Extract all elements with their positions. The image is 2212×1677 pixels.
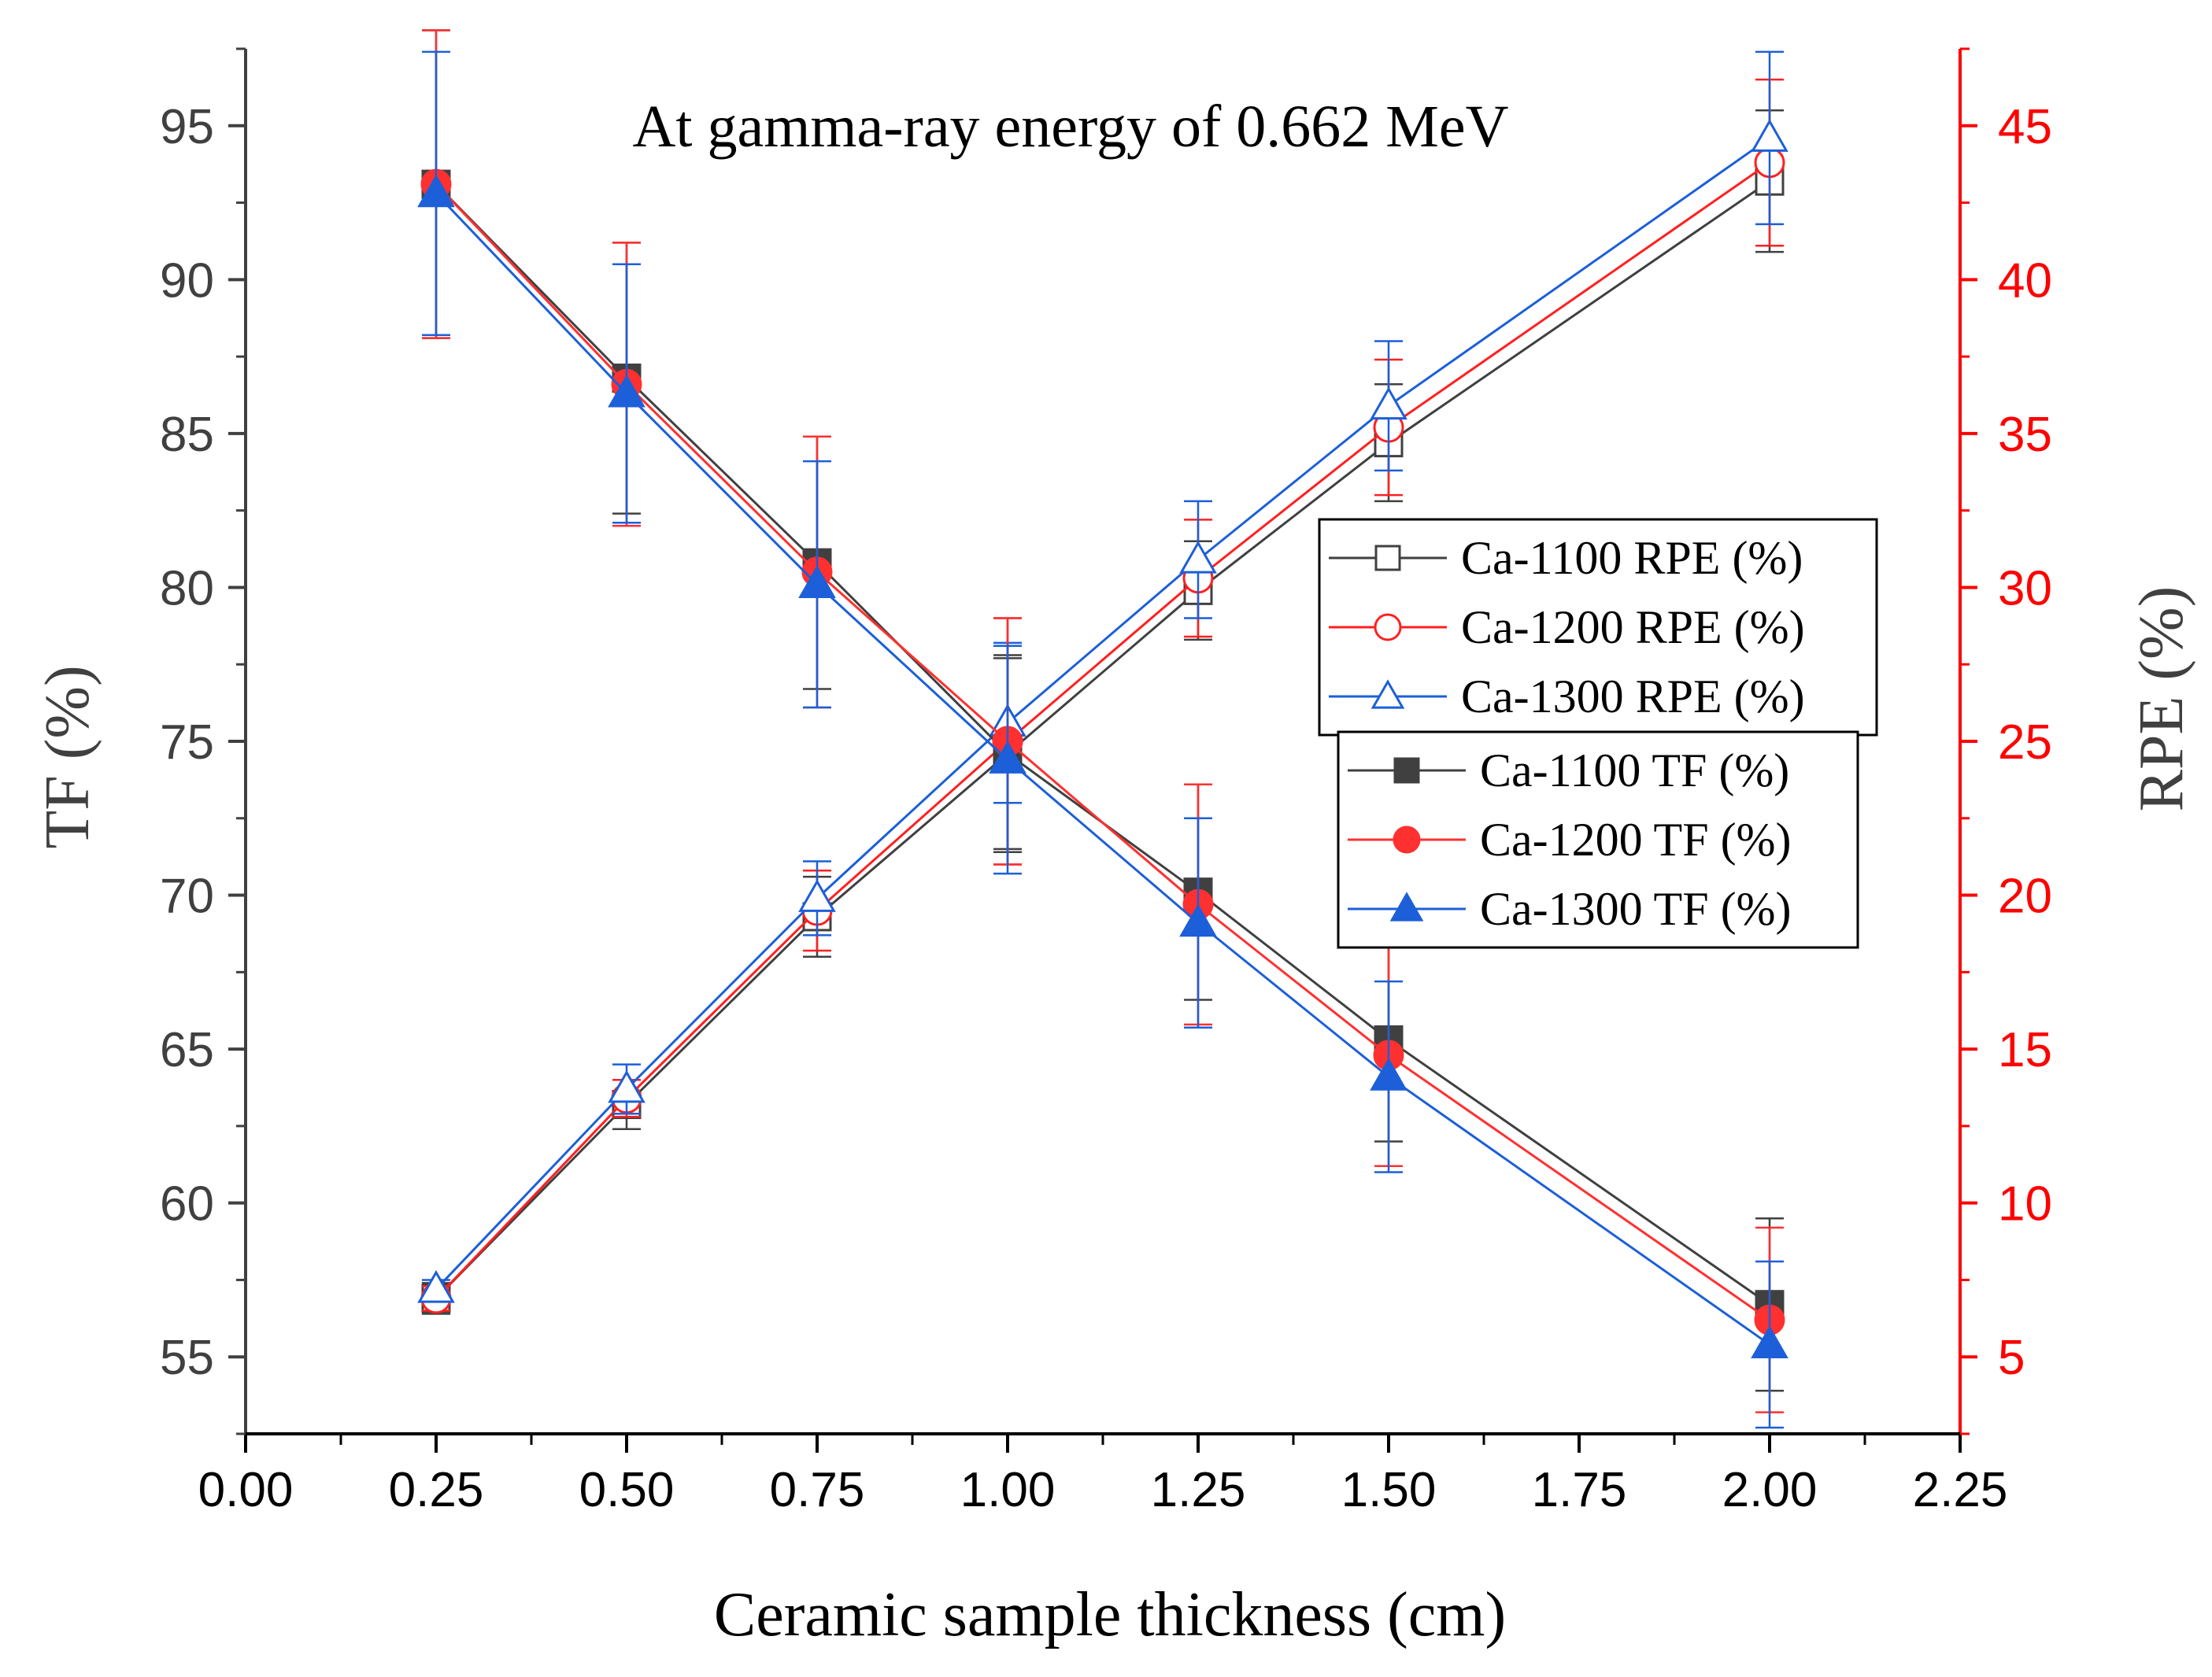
data-point-marker <box>608 1069 645 1103</box>
legend-label: Ca-1100 RPE (%) <box>1461 532 1803 584</box>
y-left-tick-label: 75 <box>160 715 214 770</box>
x-tick-label: 1.50 <box>1341 1463 1437 1517</box>
legend-tf: Ca-1100 TF (%) Ca-1200 TF (%) Ca-1300 TF (… <box>1337 730 1859 949</box>
data-point-marker <box>1179 540 1217 574</box>
x-tick-label: 1.25 <box>1151 1463 1246 1517</box>
y-left-tick-label: 80 <box>160 561 214 615</box>
x-tick-label: 0.25 <box>389 1463 484 1517</box>
legend-label: Ca-1100 TF (%) <box>1480 744 1789 796</box>
y-right-tick-label: 40 <box>1998 253 2052 308</box>
legend: Ca-1100 RPE (%) Ca-1200 RPE (%) Ca-1300 RP… <box>1318 518 1878 949</box>
y-left-tick-label: 85 <box>160 408 214 462</box>
x-tick-label: 2.00 <box>1722 1463 1818 1517</box>
y-left-tick-label: 90 <box>160 253 214 308</box>
y-left-axis-title: TF (%) <box>33 665 102 848</box>
x-tick-label: 0.50 <box>579 1463 675 1517</box>
y-left-tick-label: 95 <box>160 100 214 154</box>
data-point-marker <box>608 374 645 408</box>
y-right-tick-label: 45 <box>1998 100 2052 154</box>
y-left-tick-label: 65 <box>160 1023 214 1077</box>
data-point-marker <box>1374 545 1401 571</box>
y-right-tick-label: 35 <box>1998 408 2052 462</box>
legend-label: Ca-1300 TF (%) <box>1480 883 1792 935</box>
x-axis-title: Ceramic sample thickness (cm) <box>714 1580 1506 1649</box>
x-tick-label: 1.75 <box>1532 1463 1627 1517</box>
legend-label: Ca-1300 RPE (%) <box>1461 670 1805 722</box>
y-right-tick-label: 20 <box>1998 870 2052 924</box>
data-point-marker <box>1179 903 1217 937</box>
data-point-marker <box>1370 679 1405 709</box>
y-left-tick-label: 60 <box>160 1177 214 1232</box>
data-point-marker <box>1370 386 1407 420</box>
series-ca-1300-tf- <box>417 50 1788 1429</box>
y-right-tick-label: 25 <box>1998 715 2052 770</box>
x-tick-label: 0.00 <box>198 1463 294 1517</box>
legend-label: Ca-1200 TF (%) <box>1480 814 1792 866</box>
legend-label: Ca-1200 RPE (%) <box>1461 601 1805 653</box>
y-right-tick-label: 30 <box>1998 561 2052 615</box>
y-left-tick-label: 70 <box>160 870 214 924</box>
data-point-marker <box>1393 826 1421 854</box>
y-left-tick-label: 55 <box>160 1331 214 1385</box>
data-point-marker <box>417 174 455 208</box>
chart-title: At gamma-ray energy of 0.662 MeV <box>633 94 1509 160</box>
data-point-marker <box>798 879 836 912</box>
data-point-marker <box>1389 892 1424 922</box>
y-right-tick-label: 5 <box>1998 1331 2025 1385</box>
y-right-axis-title: RPE (%) <box>2127 586 2196 812</box>
x-tick-label: 1.00 <box>960 1463 1056 1517</box>
series-layer <box>417 29 1788 1429</box>
data-point-marker <box>798 565 836 598</box>
data-point-marker <box>989 741 1026 774</box>
text-layer: At gamma-ray energy of 0.662 MeV Ceramic… <box>33 94 2196 1649</box>
data-point-marker <box>417 1269 455 1303</box>
y-right-tick-label: 10 <box>1998 1177 2052 1232</box>
y-right-tick-label: 15 <box>1998 1023 2052 1077</box>
data-point-marker <box>1393 757 1420 784</box>
data-point-marker <box>1374 613 1402 641</box>
data-point-marker <box>1751 119 1788 152</box>
legend-rpe: Ca-1100 RPE (%) Ca-1200 RPE (%) Ca-1300 RP… <box>1318 518 1878 737</box>
axes-layer: 0.00 0.25 0.50 0.75 1.00 1.25 1.50 1.75 2.00 2.25… <box>160 47 2052 1517</box>
x-tick-label: 0.75 <box>770 1463 865 1517</box>
x-tick-label: 2.25 <box>1913 1463 2008 1517</box>
data-point-marker <box>1370 1058 1407 1091</box>
data-point-marker <box>1751 1325 1788 1359</box>
